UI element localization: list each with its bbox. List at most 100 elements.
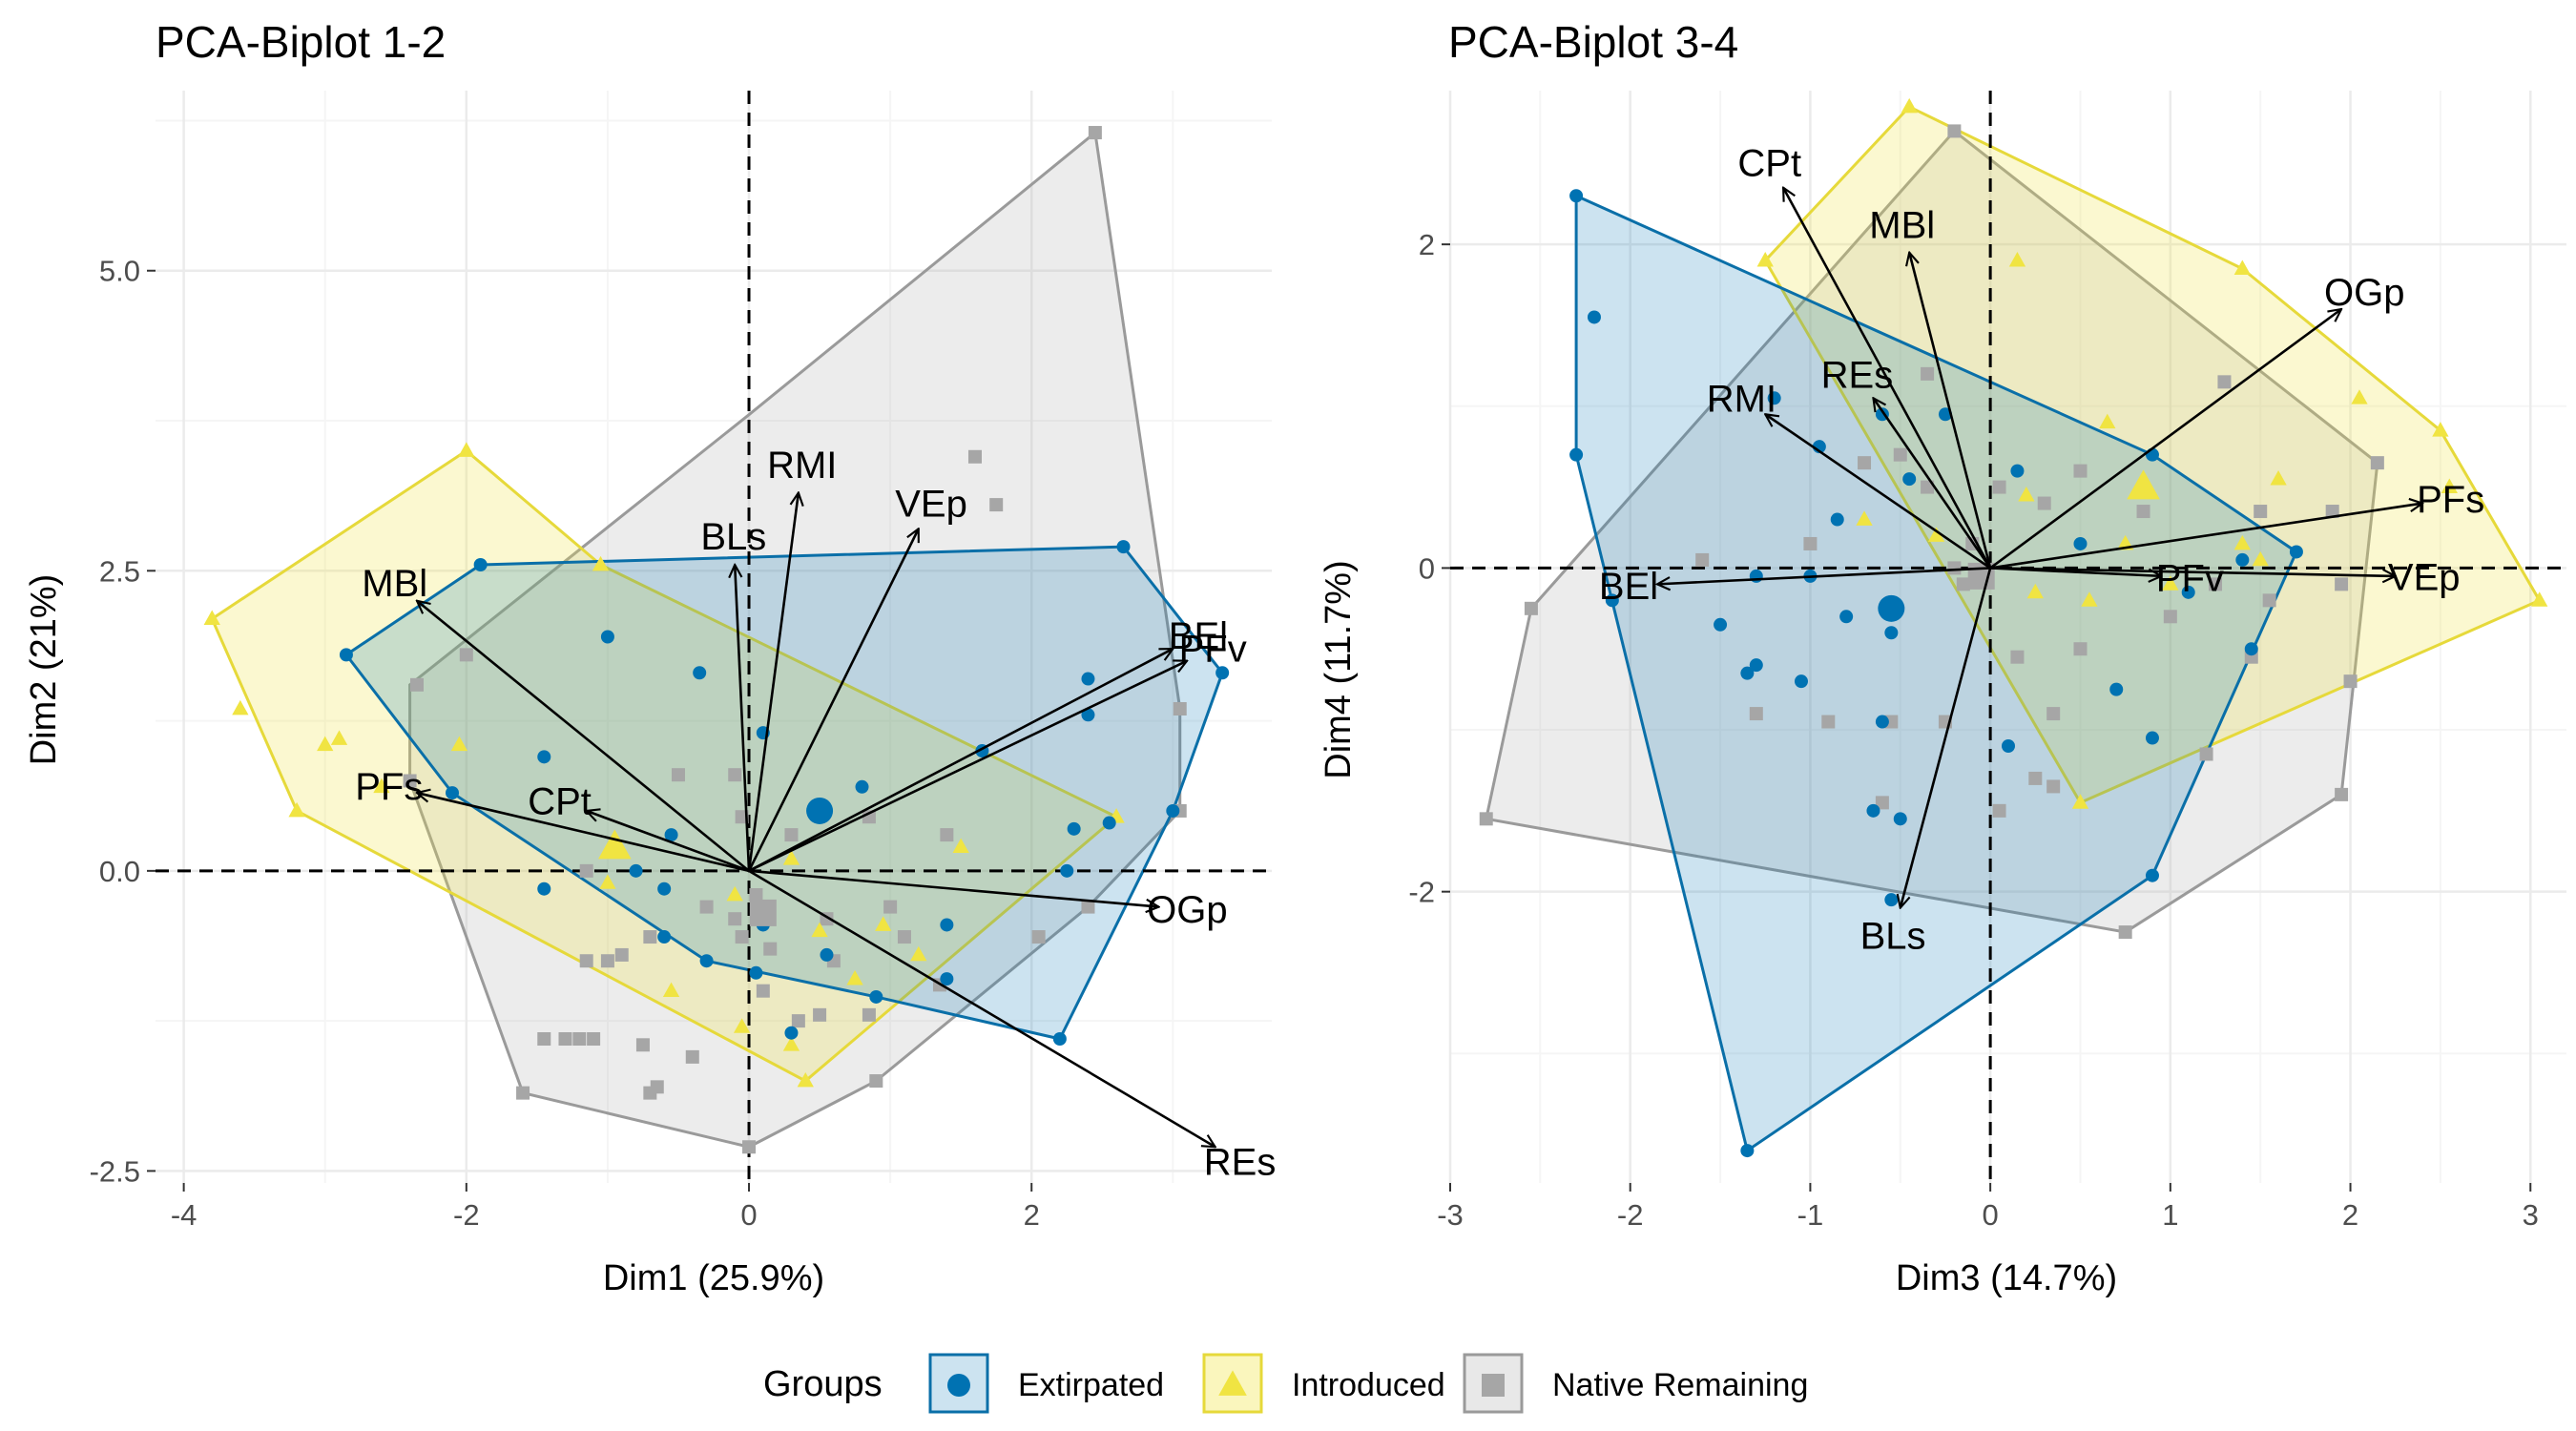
native-point bbox=[2136, 505, 2150, 519]
introduced-point bbox=[2233, 259, 2251, 275]
loading-arrow-rmi bbox=[1765, 414, 1991, 570]
loading-arrow-pfv bbox=[748, 661, 1187, 873]
introduced-point bbox=[797, 1071, 814, 1088]
extirpated-point bbox=[339, 648, 353, 662]
native-point bbox=[614, 947, 629, 962]
introduced-point bbox=[2081, 591, 2098, 607]
loading-arrow-bel bbox=[748, 647, 1173, 873]
native-point bbox=[685, 1049, 699, 1064]
extirpated-point bbox=[473, 558, 488, 572]
loading-label-bel: BEl bbox=[1599, 566, 1658, 608]
legend-item-introduced: Introduced bbox=[1202, 1353, 1445, 1414]
extirpated-point bbox=[940, 972, 954, 986]
native-point bbox=[2335, 787, 2349, 801]
y-axis-title: Dim2 (21%) bbox=[24, 574, 64, 766]
loading-arrow-ogp bbox=[748, 869, 1158, 907]
loading-label-bel: BEl bbox=[1169, 615, 1228, 657]
loading-arrow-pfs bbox=[1989, 504, 2422, 570]
introduced-point bbox=[592, 555, 610, 571]
extirpated-point bbox=[693, 666, 707, 680]
native-point bbox=[459, 648, 473, 662]
legend-title: Groups bbox=[763, 1364, 883, 1404]
x-axis-title: Dim3 (14.7%) bbox=[1896, 1258, 2117, 1298]
extirpated-point bbox=[2073, 536, 2088, 550]
introduced-point bbox=[1927, 527, 1945, 542]
y-tick-label: 2.5 bbox=[99, 554, 140, 588]
x-axis-title: Dim1 (25.9%) bbox=[603, 1258, 824, 1298]
extirpated-point bbox=[1740, 666, 1755, 680]
y-tick-label: -2 bbox=[1408, 876, 1435, 909]
loading-arrow-mbl bbox=[417, 601, 750, 872]
y-tick-label: 5.0 bbox=[99, 255, 140, 288]
extirpated-point bbox=[2289, 545, 2303, 559]
introduced-point bbox=[2531, 591, 2548, 607]
x-tick-label: 0 bbox=[1983, 1198, 1999, 1232]
extirpated-point bbox=[1081, 672, 1095, 686]
introduced-point bbox=[846, 969, 863, 985]
extirpated-point bbox=[1884, 893, 1899, 907]
legend-label-extirpated: Extirpated bbox=[1018, 1367, 1164, 1403]
x-tick-label: 2 bbox=[2342, 1198, 2358, 1232]
loading-label-bls: BLs bbox=[700, 516, 766, 558]
native-point bbox=[735, 930, 749, 944]
native-point bbox=[671, 768, 685, 782]
legend: Groups Extirpated Introduced Native Remain… bbox=[763, 1353, 1808, 1414]
native-point bbox=[1992, 480, 2006, 494]
native-point bbox=[791, 1014, 805, 1028]
native-point bbox=[635, 1038, 650, 1052]
introduced-point bbox=[317, 736, 334, 752]
introduced-point bbox=[2233, 534, 2251, 550]
loading-vectors: CPt MBl REs RMI BEl BLs PFv OGp PFs VEp bbox=[1599, 142, 2484, 957]
loading-arrow-pfs bbox=[417, 793, 750, 873]
native-point bbox=[1081, 900, 1095, 914]
y-tick-label: 0.0 bbox=[99, 855, 140, 888]
extirpated-point bbox=[1830, 512, 1844, 527]
native-point bbox=[2037, 496, 2051, 510]
loading-label-ogp: OGp bbox=[1147, 889, 1227, 931]
native-point bbox=[862, 1007, 876, 1022]
introduced-point bbox=[2071, 794, 2089, 809]
native-point bbox=[1893, 447, 1907, 462]
loading-arrow-res bbox=[1873, 398, 1992, 570]
extirpated-point bbox=[1081, 708, 1095, 722]
loading-arrow-vep bbox=[747, 529, 920, 872]
extirpated-point bbox=[784, 1026, 799, 1040]
legend-item-extirpated: Extirpated bbox=[928, 1353, 1164, 1414]
x-tick-label: -2 bbox=[1617, 1198, 1644, 1232]
extirpated-point bbox=[869, 989, 883, 1004]
loading-label-pfv: PFv bbox=[2156, 557, 2224, 599]
introduced-point bbox=[726, 885, 743, 902]
extirpated-point bbox=[1215, 666, 1230, 680]
introduced-point bbox=[662, 982, 680, 998]
native-point bbox=[2370, 456, 2384, 470]
introduced-point bbox=[450, 736, 468, 752]
extirpated-centroid bbox=[806, 797, 834, 824]
loading-label-vep: VEp bbox=[2388, 556, 2461, 598]
native-point bbox=[643, 930, 657, 944]
native-point bbox=[572, 1032, 587, 1047]
native-point bbox=[1921, 366, 1935, 381]
native-point bbox=[2028, 771, 2043, 785]
introduced-point bbox=[2252, 550, 2269, 567]
introduced-point bbox=[811, 922, 828, 938]
loading-arrow-mbl bbox=[1909, 253, 1992, 569]
native-point bbox=[784, 828, 799, 842]
native-point bbox=[813, 1007, 827, 1022]
native-point bbox=[2209, 577, 2223, 591]
extirpated-point bbox=[2244, 642, 2258, 656]
y-tick-label: 2 bbox=[1419, 228, 1435, 261]
extirpated-point bbox=[629, 863, 643, 878]
x-tick-label: -1 bbox=[1797, 1198, 1824, 1232]
native-point bbox=[1749, 707, 1763, 721]
extirpated-point bbox=[1060, 863, 1074, 878]
extirpated-point bbox=[1767, 391, 1781, 405]
loading-label-pfv: PFv bbox=[1179, 629, 1247, 671]
loading-label-pfs: PFs bbox=[2417, 479, 2484, 521]
extirpated-point bbox=[940, 918, 954, 932]
native-point bbox=[403, 774, 417, 788]
introduced-point bbox=[952, 838, 969, 854]
native-point bbox=[1956, 577, 1970, 591]
loading-label-cpt: CPt bbox=[1737, 142, 1801, 184]
native-point bbox=[650, 1080, 664, 1094]
